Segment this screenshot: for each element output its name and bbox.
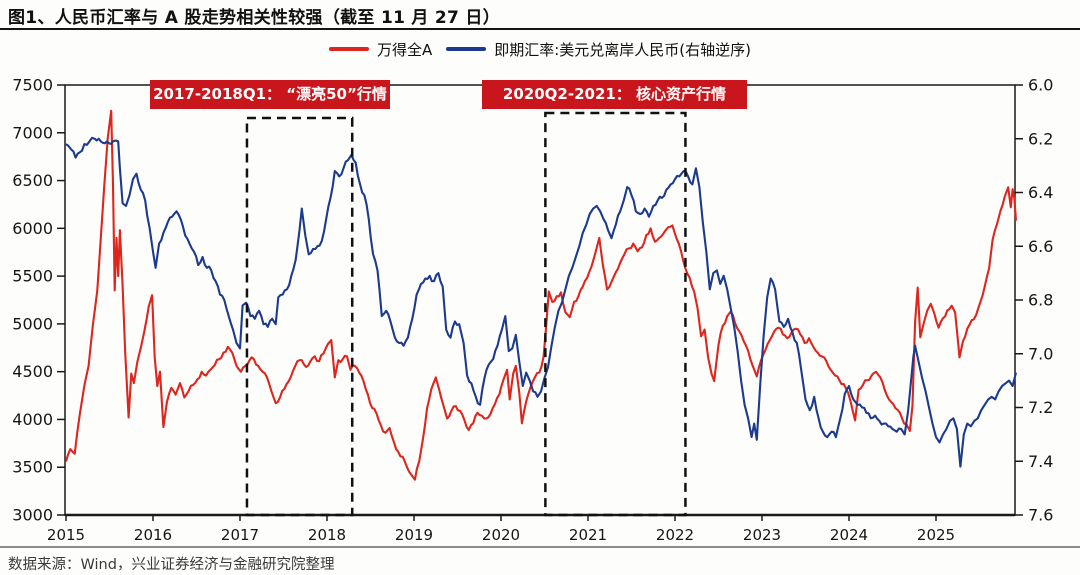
- legend-label: 即期汇率:美元兑离岸人民币(右轴逆序): [494, 40, 752, 59]
- legend-item-usdcnh: 即期汇率:美元兑离岸人民币(右轴逆序): [446, 39, 751, 60]
- right-axis-tick-label: 6.2: [1028, 129, 1053, 148]
- legend-label: 万得全A: [376, 40, 433, 59]
- left-axis-tick-label: 7500: [12, 76, 53, 95]
- annotation-box-nifty50: 2017-2018Q1： “漂亮50”行情: [150, 80, 390, 109]
- x-axis-tick-label: 2022: [656, 526, 694, 544]
- x-axis-tick-label: 2025: [917, 526, 955, 544]
- highlight-dashed-box-1: [245, 116, 354, 517]
- x-axis-tick-label: 2018: [308, 526, 346, 544]
- plot-frame: [64, 84, 1016, 516]
- x-axis-tick-label: 2024: [830, 526, 868, 544]
- right-axis-tick-label: 7.0: [1028, 344, 1053, 363]
- x-axis-tick-label: 2021: [569, 526, 607, 544]
- x-axis-tick-label: 2023: [743, 526, 781, 544]
- x-axis-tick-label: 2020: [482, 526, 520, 544]
- series-line-usdcnh: [65, 136, 1018, 468]
- left-axis-tick-label: 5000: [12, 314, 53, 333]
- red-line-swatch: [328, 47, 369, 51]
- blue-line-swatch: [446, 47, 487, 51]
- left-axis-tick-label: 6500: [12, 171, 53, 190]
- x-axis-tick-label: 2019: [395, 526, 433, 544]
- figure-title: 图1、人民币汇率与 A 股走势相关性较强（截至 11 月 27 日）: [8, 8, 501, 28]
- right-axis-tick-label: 7.4: [1028, 452, 1053, 471]
- footer-bar: 数据来源：Wind，兴业证券经济与金融研究院整理: [0, 546, 1080, 575]
- left-axis-tick-label: 3500: [12, 458, 53, 477]
- annotation-box-core-assets: 2020Q2-2021： 核心资产行情: [482, 80, 747, 109]
- x-axis-tick-label: 2017: [221, 526, 259, 544]
- title-bar: 图1、人民币汇率与 A 股走势相关性较强（截至 11 月 27 日）: [0, 0, 1080, 30]
- right-axis-tick-label: 7.6: [1028, 506, 1053, 525]
- left-axis-tick-label: 6000: [12, 219, 53, 238]
- chart-legend: 万得全A 即期汇率:美元兑离岸人民币(右轴逆序): [0, 37, 1080, 61]
- right-axis-tick-label: 6.8: [1028, 291, 1053, 310]
- right-axis-tick-label: 6.6: [1028, 237, 1053, 256]
- x-axis-tick-label: 2015: [47, 526, 85, 544]
- right-axis-tick-label: 7.2: [1028, 398, 1053, 417]
- right-axis-tick-label: 6.0: [1028, 76, 1053, 95]
- left-axis-tick-label: 5500: [12, 267, 53, 286]
- data-source-note: 数据来源：Wind，兴业证券经济与金融研究院整理: [8, 557, 335, 573]
- right-axis-tick-label: 6.4: [1028, 183, 1053, 202]
- left-axis-tick-label: 7000: [12, 123, 53, 142]
- x-axis-tick-label: 2016: [134, 526, 172, 544]
- left-axis-tick-label: 4000: [12, 410, 53, 429]
- left-axis-tick-label: 4500: [12, 362, 53, 381]
- series-line-wind-all-a: [64, 109, 1018, 481]
- legend-item-wind-all-a: 万得全A: [328, 39, 433, 60]
- left-axis-tick-label: 3000: [12, 506, 53, 525]
